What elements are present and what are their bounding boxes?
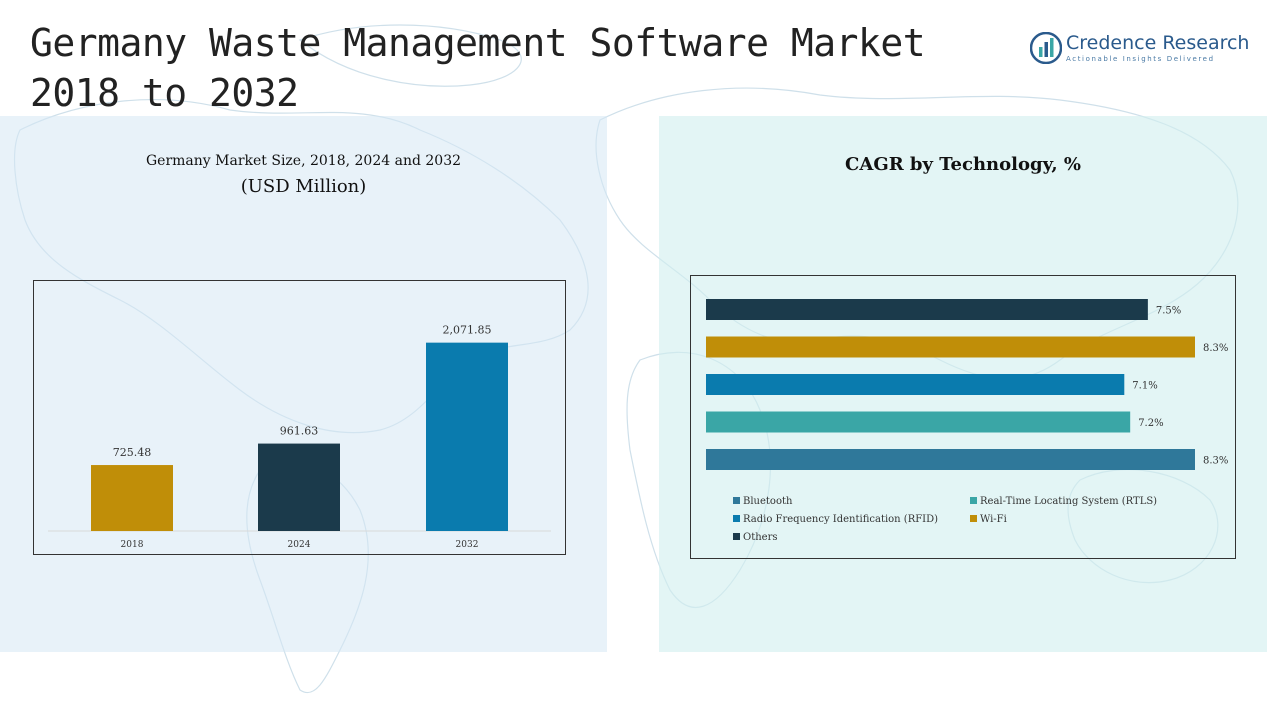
tick-label-2018: 2018 — [121, 540, 144, 550]
bar-2018 — [91, 465, 173, 531]
legend-label-bluetooth: Bluetooth — [743, 496, 793, 507]
cagr-panel: CAGR by Technology, % 7.5% 8.3% 7.1% 7.2% 8.… — [659, 116, 1267, 652]
legend-swatch-bluetooth — [733, 497, 740, 504]
legend-label-radio-frequency-identification-rfid: Radio Frequency Identification (RFID) — [743, 514, 938, 525]
bar-bluetooth — [706, 449, 1195, 470]
bar-real-time-locating-system-rtls — [706, 411, 1131, 433]
bar-others — [706, 299, 1148, 320]
legend-swatch-others — [733, 533, 740, 540]
logo-tagline: Actionable Insights Delivered — [1066, 55, 1215, 63]
legend-swatch-radio-frequency-identification-rfid — [733, 515, 740, 522]
market-size-chart-subtitle: (USD Million) — [240, 176, 367, 197]
legend-label-wi-fi: Wi-Fi — [980, 514, 1007, 525]
legend-swatch-wi-fi — [970, 515, 977, 522]
bar-wi-fi — [706, 336, 1195, 358]
bar-2032 — [426, 342, 508, 531]
market-size-chart-title: Germany Market Size, 2018, 2024 and 2032 — [145, 153, 462, 169]
data-label-2018: 725.48 — [113, 446, 152, 459]
data-label-bluetooth: 8.3% — [1203, 456, 1228, 467]
market-size-bar-chart: 725.48 2018 961.63 2024 2,071.85 2032 — [48, 324, 551, 550]
cagr-chart-title: CAGR by Technology, % — [845, 154, 1081, 175]
legend-label-real-time-locating-system-rtls: Real-Time Locating System (RTLS) — [980, 496, 1157, 507]
logo-name: Credence Research — [1066, 32, 1250, 54]
data-label-2032: 2,071.85 — [443, 324, 492, 337]
data-label-wi-fi: 8.3% — [1203, 343, 1228, 354]
cagr-horizontal-bar-chart: 7.5% 8.3% 7.1% 7.2% 8.3% Bluetooth Real-Time L… — [706, 299, 1228, 543]
data-label-others: 7.5% — [1156, 306, 1181, 317]
legend-swatch-real-time-locating-system-rtls — [970, 497, 977, 504]
market-size-chart-frame: 725.48 2018 961.63 2024 2,071.85 2032 — [33, 280, 566, 555]
cagr-chart-frame: 7.5% 8.3% 7.1% 7.2% 8.3% Bluetooth Real-Time L… — [690, 275, 1236, 559]
tick-label-2024: 2024 — [288, 540, 311, 550]
page-title: Germany Waste Management Software Market… — [30, 21, 926, 115]
tick-label-2032: 2032 — [456, 540, 479, 550]
credence-research-logo: Credence Research Actionable Insights De… — [1030, 30, 1250, 70]
data-label-real-time-locating-system-rtls: 7.2% — [1138, 418, 1163, 429]
market-size-panel: Germany Market Size, 2018, 2024 and 2032… — [0, 116, 607, 652]
data-label-radio-frequency-identification-rfid: 7.1% — [1132, 381, 1157, 392]
bar-radio-frequency-identification-rfid — [706, 374, 1125, 395]
legend-label-others: Others — [743, 532, 778, 543]
bar-2024 — [258, 443, 340, 531]
logo-mark-icon — [1030, 32, 1062, 64]
data-label-2024: 961.63 — [280, 425, 319, 438]
